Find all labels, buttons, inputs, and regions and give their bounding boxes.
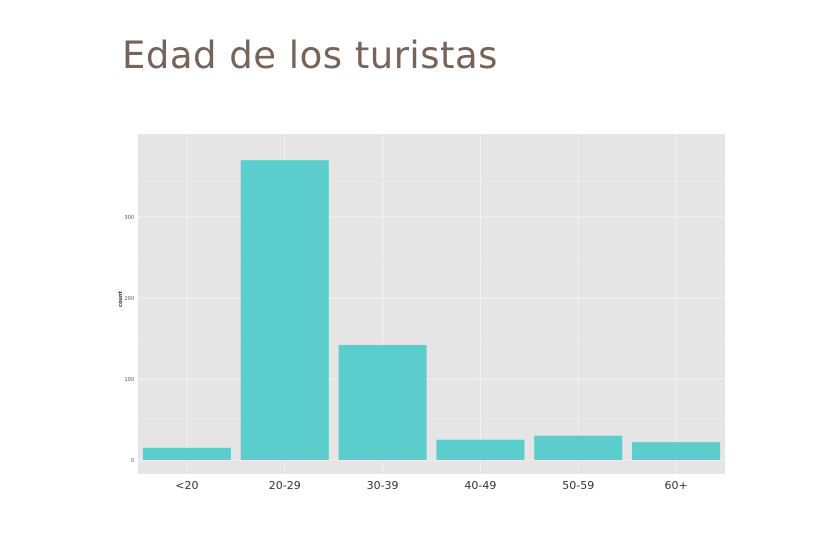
bar-5: [534, 435, 623, 460]
y-tick-labels: 0 100 200 300: [124, 215, 134, 464]
bar-3: [338, 344, 427, 460]
bar-6: [632, 442, 721, 460]
slide-title: Edad de los turistas: [122, 34, 498, 77]
chart-svg: 0 100 200 300 <20 20-29 30-39 40-49 50-59 60+ co…: [118, 134, 725, 492]
bar-1: [142, 447, 231, 460]
bar-4: [436, 439, 525, 460]
x-tick-label: <20: [175, 479, 198, 492]
y-tick-label: 300: [124, 215, 134, 221]
x-tick-label: 20-29: [269, 479, 301, 492]
y-tick-label: 200: [124, 296, 134, 302]
x-tick-label: 50-59: [562, 479, 594, 492]
plot-panel: [138, 134, 725, 474]
bars: [142, 160, 721, 460]
grid-lines: [138, 134, 725, 474]
bar-chart: 0 100 200 300 <20 20-29 30-39 40-49 50-59 60+ co…: [110, 128, 740, 498]
y-tick-label: 0: [131, 458, 134, 464]
y-axis-label: count: [118, 290, 124, 307]
x-tick-label: 40-49: [464, 479, 496, 492]
x-tick-label: 60+: [664, 479, 687, 492]
y-tick-label: 100: [124, 377, 134, 383]
x-tick-label: 30-39: [367, 479, 399, 492]
bar-2: [240, 160, 329, 460]
x-tick-labels: <20 20-29 30-39 40-49 50-59 60+: [175, 479, 687, 492]
